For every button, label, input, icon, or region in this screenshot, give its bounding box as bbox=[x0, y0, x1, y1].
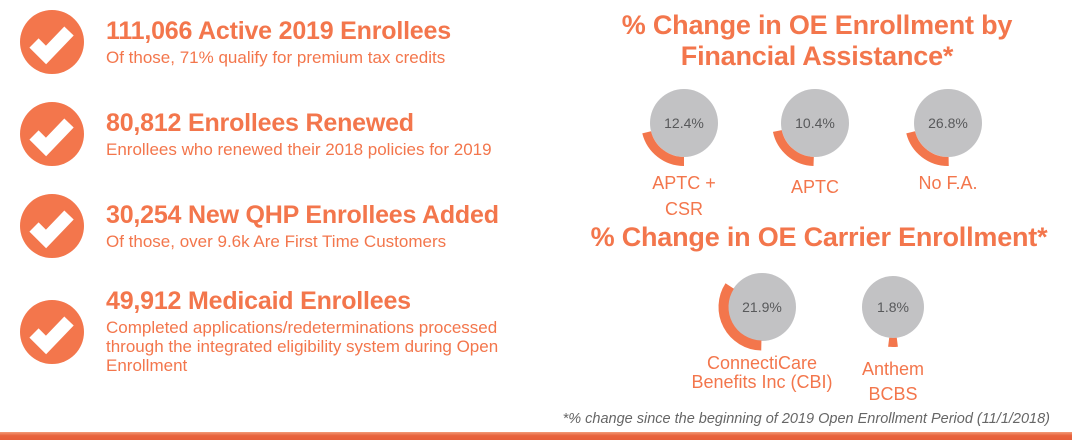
check-icon bbox=[20, 10, 84, 74]
donut-value: 26.8% bbox=[928, 115, 968, 131]
stat-subtitle: Enrollees who renewed their 2018 policie… bbox=[106, 139, 492, 159]
stat-row-medicaid-enrollees: 49,912 Medicaid Enrollees Completed appl… bbox=[20, 288, 518, 375]
stat-row-active-enrollees: 111,066 Active 2019 Enrollees Of those, … bbox=[20, 10, 451, 74]
stat-subtitle: Completed applications/redeterminations … bbox=[106, 318, 499, 375]
donut-value: 21.9% bbox=[742, 299, 782, 315]
donut-label-line: CSR bbox=[664, 199, 703, 219]
donut-chart: 1.8% bbox=[843, 257, 943, 357]
donut-arc bbox=[906, 131, 949, 166]
donut-label: ConnectiCare Benefits Inc (CBI) bbox=[657, 354, 867, 392]
donut-arc bbox=[642, 130, 685, 166]
stat-row-enrollees-renewed: 80,812 Enrollees Renewed Enrollees who r… bbox=[20, 102, 492, 166]
donut-label-line: BCBS bbox=[868, 384, 918, 404]
stat-title: 111,066 Active 2019 Enrollees bbox=[106, 16, 451, 45]
footnote: *% change since the beginning of 2019 Op… bbox=[562, 411, 1050, 427]
donut-label-line: Anthem bbox=[861, 359, 925, 379]
donut-arc bbox=[772, 129, 815, 166]
donut-label-line: APTC + bbox=[652, 173, 716, 193]
donut-circle bbox=[862, 276, 924, 338]
donut-circle bbox=[781, 89, 849, 157]
donut-label: APTC bbox=[755, 174, 875, 200]
donut-label-line: No F.A. bbox=[918, 173, 978, 193]
donut-chart: 26.8% bbox=[898, 73, 998, 173]
donut-circle bbox=[914, 89, 982, 157]
check-icon bbox=[20, 299, 84, 364]
check-icon bbox=[20, 194, 84, 258]
donut-chart: 21.9% bbox=[712, 257, 812, 357]
stat-title: 49,912 Medicaid Enrollees bbox=[106, 287, 411, 315]
stat-row-new-qhp-enrollees: 30,254 New QHP Enrollees Added Of those,… bbox=[20, 194, 499, 258]
donut-label: No F.A. bbox=[888, 170, 1008, 196]
donut-arc bbox=[718, 283, 762, 351]
donut-circle bbox=[650, 89, 718, 157]
donut-label-line: ConnectiCare bbox=[706, 353, 818, 373]
donut-label-line: APTC bbox=[790, 177, 839, 197]
chart-title-financial-assistance: % Change in OE Enrollment by Financial A… bbox=[621, 10, 1013, 71]
check-icon bbox=[20, 102, 84, 166]
donut-chart: 12.4% bbox=[634, 73, 734, 173]
donut-chart: 10.4% bbox=[765, 73, 865, 173]
donut-circle bbox=[728, 273, 796, 341]
stat-title: 30,254 New QHP Enrollees Added bbox=[106, 200, 499, 229]
donut-value: 10.4% bbox=[795, 115, 835, 131]
donut-value: 12.4% bbox=[664, 115, 704, 131]
donut-label: Anthem BCBS bbox=[833, 357, 953, 407]
stat-subtitle: Of those, 71% qualify for premium tax cr… bbox=[106, 47, 446, 67]
chart-title-carrier-enrollment: % Change in OE Carrier Enrollment* bbox=[590, 222, 1048, 252]
donut-label: APTC + CSR bbox=[624, 170, 744, 222]
stat-subtitle: Of those, over 9.6k Are First Time Custo… bbox=[106, 231, 447, 251]
donut-label-line: Benefits Inc (CBI) bbox=[691, 372, 833, 392]
stat-title: 80,812 Enrollees Renewed bbox=[106, 108, 414, 137]
bottom-accent-bar bbox=[0, 432, 1072, 440]
donut-value: 1.8% bbox=[877, 299, 909, 315]
